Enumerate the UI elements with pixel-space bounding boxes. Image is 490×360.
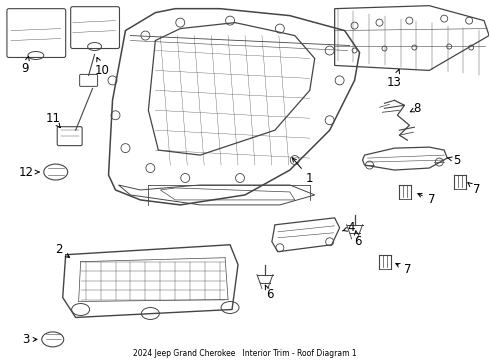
Text: 10: 10 <box>95 58 110 77</box>
Text: 1: 1 <box>293 158 314 185</box>
Text: 7: 7 <box>418 193 435 206</box>
Text: 6: 6 <box>265 285 273 301</box>
Text: 6: 6 <box>354 231 361 248</box>
Text: 7: 7 <box>468 183 481 197</box>
Text: 2024 Jeep Grand Cherokee   Interior Trim - Roof Diagram 1: 2024 Jeep Grand Cherokee Interior Trim -… <box>133 349 357 358</box>
Text: 3: 3 <box>22 333 37 346</box>
Text: 11: 11 <box>45 112 60 128</box>
Text: 5: 5 <box>448 154 461 167</box>
Text: 13: 13 <box>387 69 402 89</box>
Text: 8: 8 <box>410 102 421 115</box>
Text: 2: 2 <box>55 243 70 257</box>
Text: 7: 7 <box>396 263 411 276</box>
Text: 9: 9 <box>21 56 29 75</box>
Text: 12: 12 <box>18 166 39 179</box>
Text: 4: 4 <box>343 221 355 234</box>
